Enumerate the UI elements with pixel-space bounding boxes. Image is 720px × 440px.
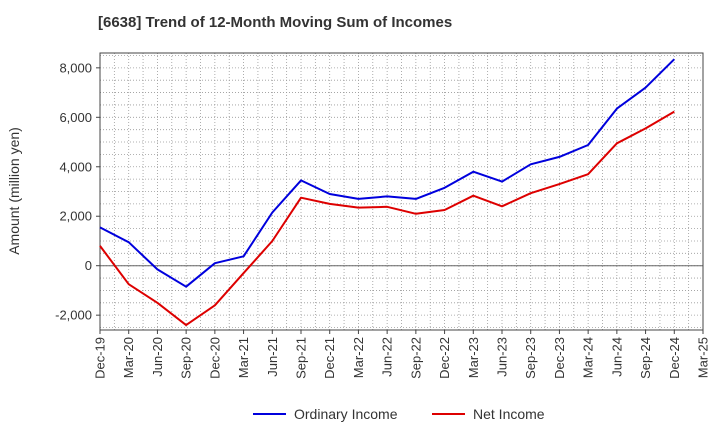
y-tick-label: -2,000 [55,308,92,323]
x-tick-label: Mar-25 [696,337,711,378]
y-axis-label: Amount (million yen) [6,127,22,255]
x-tick-label: Dec-22 [437,337,452,379]
x-tick-label: Sep-20 [179,337,194,379]
x-tick-label: Jun-23 [495,337,510,377]
x-tick-label: Jun-22 [380,337,395,377]
x-axis-ticks: Dec-19 Mar-20 Jun-20 Sep-20 Dec-20 Mar-21 Jun-… [93,330,711,379]
x-tick-label: Sep-22 [408,337,423,379]
x-tick-label: Mar-22 [351,337,366,378]
x-tick-label: Jun-24 [609,337,624,377]
x-tick-label: Dec-24 [667,337,682,379]
series-line-net-income [99,110,675,327]
x-tick-label: Mar-21 [236,337,251,378]
y-axis-ticks: -2,000 0 2,000 4,000 6,000 8,000 [55,60,100,323]
y-tick-label: 0 [85,258,92,273]
x-tick-label: Jun-21 [265,337,280,377]
x-tick-label: Jun-20 [150,337,165,377]
grid [99,53,704,330]
x-tick-label: Sep-21 [294,337,309,379]
x-tick-label: Mar-23 [466,337,481,378]
x-tick-label: Dec-19 [93,337,108,379]
x-tick-label: Mar-20 [121,337,136,378]
legend-label: Net Income [473,406,545,422]
y-tick-label: 6,000 [59,110,92,125]
x-tick-label: Dec-21 [322,337,337,379]
legend: Ordinary Income Net Income [253,406,545,422]
y-tick-label: 8,000 [59,60,92,75]
chart-title: [6638] Trend of 12-Month Moving Sum of I… [98,14,453,31]
series-line-ordinary-income [99,58,676,288]
x-tick-label: Sep-23 [523,337,538,379]
x-tick-label: Sep-24 [638,337,653,379]
plot-area [99,52,704,331]
x-tick-label: Dec-23 [552,337,567,379]
x-tick-label: Dec-20 [207,337,222,379]
series-lines [99,58,676,327]
legend-label: Ordinary Income [294,406,398,422]
y-tick-label: 4,000 [59,159,92,174]
y-tick-label: 2,000 [59,209,92,224]
x-tick-label: Mar-24 [581,337,596,378]
